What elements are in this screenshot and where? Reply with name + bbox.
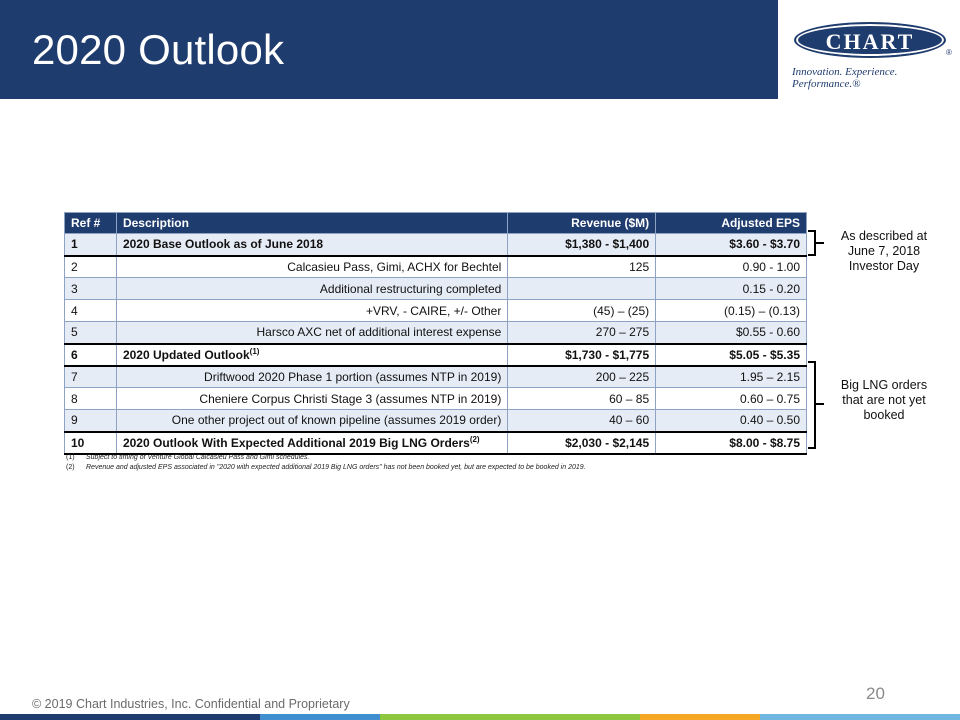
logo-registered-mark: ® [946,48,952,57]
copyright-text: © 2019 Chart Industries, Inc. Confidenti… [32,697,350,711]
cell-revenue: 40 – 60 [507,409,657,432]
logo-oval: CHART [794,22,946,58]
cell-ref: 7 [64,365,117,388]
cell-ref: 3 [64,277,117,300]
cell-eps: $0.55 - 0.60 [655,321,807,344]
outlook-table: Ref # Description Revenue ($M) Adjusted … [64,212,807,455]
cell-description: 2020 Base Outlook as of June 2018 [115,233,509,257]
logo-tagline: Innovation. Experience. Performance.® [792,66,898,90]
cell-eps: (0.15) – (0.13) [655,299,807,322]
footnote-number: (1) [66,454,75,461]
cell-ref: 8 [64,387,117,410]
cell-ref: 4 [64,299,117,322]
cell-eps: $5.05 - $5.35 [655,342,807,367]
description-text: 2020 Updated Outlook [122,348,250,362]
cell-description: Harsco AXC net of additional interest ex… [115,321,509,344]
table-row: 5 Harsco AXC net of additional interest … [64,321,807,344]
table-row: 7 Driftwood 2020 Phase 1 portion (assume… [64,365,807,388]
cell-ref: 10 [64,430,117,455]
bracket-investor-day-tick [816,242,824,244]
cell-description: Cheniere Corpus Christi Stage 3 (assumes… [115,387,509,410]
cell-eps: 0.90 - 1.00 [655,255,807,278]
cell-eps: 0.40 – 0.50 [655,409,807,432]
note-investor-day: As described at June 7, 2018 Investor Da… [840,229,928,273]
footnote-item: (1) Subject to timing of Venture Global C… [66,453,806,463]
footnote-item: (2) Revenue and adjusted EPS associated i… [66,463,806,473]
cell-description: Additional restructuring completed [115,277,509,300]
footnote-text: Subject to timing of Venture Global Calc… [86,454,310,461]
cell-description: One other project out of known pipeline … [115,409,509,432]
bar-segment-orange [640,714,760,720]
cell-description: 2020 Updated Outlook(1) [115,342,509,367]
table-row: 9 One other project out of known pipelin… [64,409,807,432]
table-row: 3 Additional restructuring completed 0.1… [64,277,807,300]
bar-segment-lightblue [760,714,960,720]
header-description: Description [115,212,509,234]
footnote-marker: (1) [249,347,260,356]
bar-segment-blue [260,714,380,720]
bar-segment-navy [0,714,260,720]
note-big-lng: Big LNG orders that are not yet booked [840,378,928,422]
chart-logo: CHART ® Innovation. Experience. Performa… [778,0,960,99]
cell-eps: $8.00 - $8.75 [655,430,807,455]
cell-revenue: $1,380 - $1,400 [507,233,657,257]
table-row: 2 Calcasieu Pass, Gimi, ACHX for Bechtel… [64,255,807,278]
cell-revenue: 60 – 85 [507,387,657,410]
cell-revenue: (45) – (25) [507,299,657,322]
bracket-big-lng [808,361,816,449]
cell-revenue: $1,730 - $1,775 [507,342,657,367]
header-revenue: Revenue ($M) [507,212,657,234]
bracket-big-lng-tick [816,403,824,405]
cell-description: Driftwood 2020 Phase 1 portion (assumes … [115,365,509,388]
bar-segment-green [380,714,640,720]
footnote-text: Revenue and adjusted EPS associated in "… [86,464,586,471]
cell-eps: 0.60 – 0.75 [655,387,807,410]
description-text: 2020 Outlook With Expected Additional 20… [122,436,470,450]
table-row: 1 2020 Base Outlook as of June 2018 $1,3… [64,233,807,257]
cell-revenue: 270 – 275 [507,321,657,344]
table-row: 8 Cheniere Corpus Christi Stage 3 (assum… [64,387,807,410]
cell-revenue: 125 [507,255,657,278]
page-title: 2020 Outlook [32,26,285,73]
footnotes: (1) Subject to timing of Venture Global C… [66,453,806,473]
header-eps: Adjusted EPS [655,212,807,234]
page-number: 20 [866,684,885,703]
description-text: 2020 Base Outlook as of June 2018 [122,237,324,252]
footnote-marker: (2) [469,435,480,444]
table-row: 4 +VRV, - CAIRE, +/- Other (45) – (25) (… [64,299,807,322]
cell-eps: $3.60 - $3.70 [655,233,807,257]
table-row: 10 2020 Outlook With Expected Additional… [64,430,807,455]
logo-text: CHART [825,29,915,54]
table-row: 6 2020 Updated Outlook(1) $1,730 - $1,77… [64,342,807,367]
cell-description: +VRV, - CAIRE, +/- Other [115,299,509,322]
cell-ref: 2 [64,255,117,278]
table-header-row: Ref # Description Revenue ($M) Adjusted … [64,212,807,234]
bracket-investor-day [808,230,816,256]
cell-eps: 0.15 - 0.20 [655,277,807,300]
cell-ref: 5 [64,321,117,344]
cell-revenue [507,277,657,300]
header-ref: Ref # [64,212,117,234]
cell-eps: 1.95 – 2.15 [655,365,807,388]
cell-ref: 9 [64,409,117,432]
footnote-number: (2) [66,464,75,471]
bottom-color-bar [0,714,960,720]
cell-ref: 6 [64,342,117,367]
cell-description: 2020 Outlook With Expected Additional 20… [115,430,509,455]
cell-ref: 1 [64,233,117,257]
cell-description: Calcasieu Pass, Gimi, ACHX for Bechtel [115,255,509,278]
cell-revenue: $2,030 - $2,145 [507,430,657,455]
cell-revenue: 200 – 225 [507,365,657,388]
header-bar: 2020 Outlook CHART ® Innovation. Experie… [0,0,960,99]
